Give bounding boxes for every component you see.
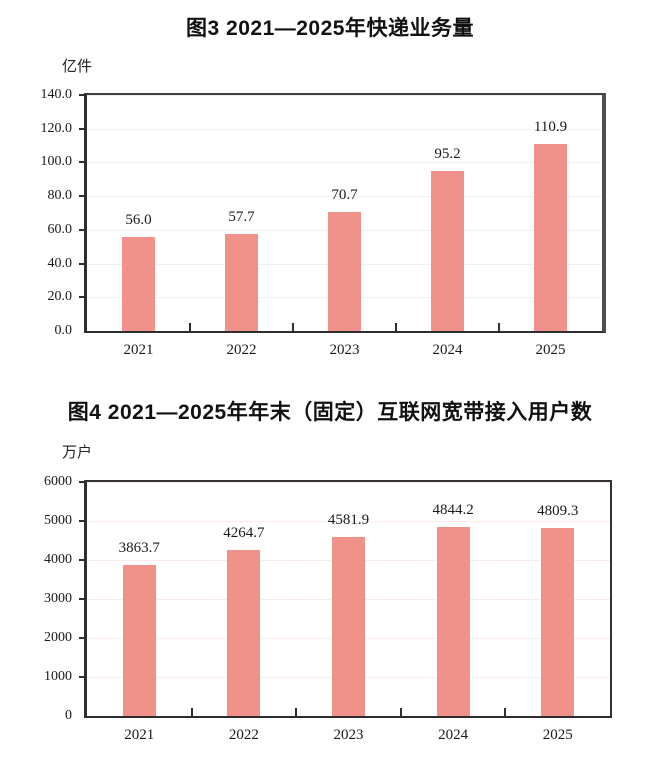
bar-2022 <box>225 233 258 331</box>
gridline <box>87 482 610 483</box>
x-axis-category-label: 2023 <box>333 727 364 743</box>
x-axis-category-label: 2025 <box>535 342 566 358</box>
y-axis-tick-mark <box>79 228 87 231</box>
bar-2024 <box>436 527 470 716</box>
x-axis-category-label: 2024 <box>432 342 463 358</box>
y-axis-tick-label: 1000 <box>44 669 72 684</box>
x-axis-category-label: 2025 <box>542 727 573 743</box>
bar-value-label: 57.7 <box>228 208 255 225</box>
bar-value-label: 3863.7 <box>118 540 160 557</box>
bar-2024 <box>431 170 464 331</box>
bar-2021 <box>122 236 155 331</box>
y-axis-tick-label: 3000 <box>44 591 72 606</box>
y-axis-tick-mark <box>79 296 87 299</box>
chart2-y-axis-unit-label: 万户 <box>62 445 93 461</box>
bar-2025 <box>541 528 575 716</box>
y-axis-tick-label: 4000 <box>44 552 72 567</box>
x-axis-category-label: 2022 <box>228 727 259 743</box>
chart2-plot-area: 0 1000 2000 3000 4000 5000 6000 3863.7 2021 4264.… <box>44 475 612 743</box>
chart2-title: 图4 2021—2025年年末（固定）互联网宽带接入用户数 <box>67 401 593 424</box>
y-axis-tick-label: 140.0 <box>40 87 73 102</box>
chart1-plot-area: 0.0 20.0 40.0 60.0 80.0 100.0 120.0 140.0 56.0 20… <box>41 88 606 358</box>
y-axis-tick-mark <box>79 481 87 483</box>
chart1-y-axis-unit-label: 亿件 <box>62 59 93 75</box>
bar-value-label: 4809.3 <box>537 503 579 520</box>
x-axis-tick-mark <box>295 708 298 716</box>
y-axis-tick-mark <box>79 161 87 164</box>
x-axis-category-label: 2023 <box>329 342 360 358</box>
chart1-title: 图3 2021—2025年快递业务量 <box>186 17 474 40</box>
y-axis-tick-label: 80.0 <box>47 188 73 204</box>
bar-2023 <box>332 537 365 716</box>
y-axis-tick-mark <box>79 559 87 561</box>
gridline <box>87 128 602 130</box>
bar-2022 <box>227 549 261 716</box>
x-axis-tick-mark <box>504 708 507 716</box>
y-axis-tick-label: 60.0 <box>47 221 73 237</box>
x-axis-category-label: 2021 <box>123 342 154 358</box>
y-axis-tick-mark <box>79 676 87 678</box>
x-axis-category-label: 2021 <box>124 727 155 743</box>
bar-value-label: 70.7 <box>331 186 358 203</box>
y-axis-tick-label: 6000 <box>44 474 72 489</box>
y-axis-tick-label: 40.0 <box>47 255 73 271</box>
y-axis-tick-mark <box>79 127 87 130</box>
y-axis-tick-mark <box>79 195 87 198</box>
bar-2023 <box>328 211 361 331</box>
gridline <box>87 95 602 96</box>
bar-value-label: 4844.2 <box>432 502 474 519</box>
bar-value-label: 4264.7 <box>223 524 265 541</box>
bar-2021 <box>122 565 156 716</box>
gridline <box>87 162 602 164</box>
y-axis-tick-mark <box>79 262 87 265</box>
x-axis-tick-mark <box>395 323 397 331</box>
gridline <box>87 521 610 522</box>
x-axis-tick-mark <box>189 323 191 331</box>
x-axis-category-label: 2024 <box>438 727 469 743</box>
x-axis-tick-mark <box>498 323 500 331</box>
y-axis-tick-mark <box>79 637 87 639</box>
y-axis-tick-label: 20.0 <box>47 289 73 305</box>
bar-2025 <box>534 144 567 331</box>
y-axis-tick-mark <box>79 598 87 600</box>
bar-value-label: 56.0 <box>125 211 152 228</box>
y-axis-tick-label: 0 <box>65 708 72 723</box>
x-axis-tick-mark <box>399 708 402 716</box>
gridline <box>87 196 602 198</box>
y-axis-tick-label: 100.0 <box>40 154 73 170</box>
x-axis-tick-mark <box>190 708 193 716</box>
y-axis-tick-label: 0.0 <box>54 323 73 338</box>
bar-value-label: 4581.9 <box>327 512 370 529</box>
y-axis-tick-label: 120.0 <box>40 120 73 136</box>
bar-value-label: 110.9 <box>533 119 568 136</box>
y-axis-tick-label: 2000 <box>44 630 72 645</box>
y-axis-tick-label: 5000 <box>44 513 72 528</box>
y-axis-tick-mark <box>79 520 87 522</box>
y-axis-tick-mark <box>79 94 87 96</box>
bar-value-label: 95.2 <box>434 145 461 162</box>
x-axis-category-label: 2022 <box>226 342 257 358</box>
x-axis-tick-mark <box>292 323 294 331</box>
